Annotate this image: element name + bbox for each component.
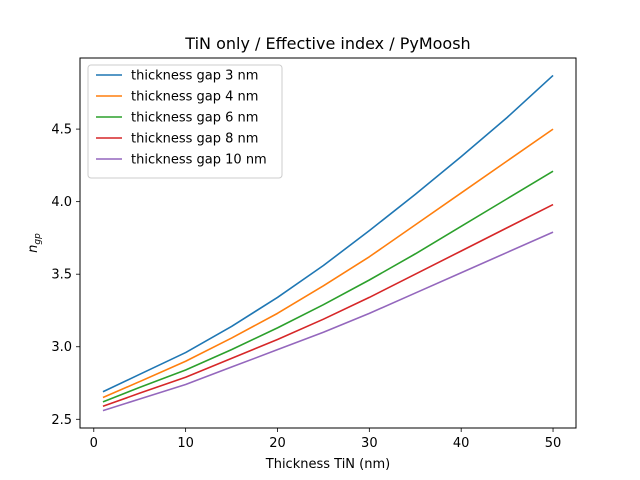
legend-frame	[87, 64, 283, 179]
series-line-5	[102, 231, 554, 412]
legend-label-4: thickness gap 8 nm	[131, 132, 258, 147]
y-axis-label-subscript: gp	[33, 233, 43, 245]
y-tick-label: 4.0	[51, 195, 72, 210]
y-axis: 2.5 3.0 3.5 4.0 4.5	[51, 123, 80, 428]
y-tick-label: 4.5	[51, 123, 72, 138]
legend: thickness gap 3 nm thickness gap 4 nm thic…	[87, 64, 283, 179]
legend-label-3: thickness gap 6 nm	[131, 111, 258, 126]
y-tick-label: 3.0	[51, 340, 72, 355]
x-tick-label: 40	[453, 436, 470, 451]
series-line-1	[102, 74, 554, 393]
legend-label-2: thickness gap 4 nm	[131, 90, 258, 105]
x-axis-label: Thickness TiN (nm)	[265, 457, 390, 472]
legend-label-1: thickness gap 3 nm	[131, 69, 258, 84]
plot-area	[79, 57, 577, 429]
y-tick-label: 2.5	[51, 413, 72, 428]
y-axis-label: ngp	[26, 233, 43, 253]
x-tick-label: 30	[361, 436, 378, 451]
legend-label-5: thickness gap 10 nm	[131, 153, 267, 168]
y-axis-label-main: n	[26, 245, 41, 253]
x-tick-label: 20	[269, 436, 286, 451]
x-tick-label: 0	[90, 436, 98, 451]
y-tick-label: 3.5	[51, 268, 72, 283]
x-axis: 0 10 20 30 40 50	[90, 428, 562, 451]
axes-frame	[79, 57, 577, 429]
series-group	[102, 74, 554, 412]
x-tick-label: 50	[545, 436, 562, 451]
series-line-2	[102, 128, 554, 399]
series-line-3	[102, 170, 554, 403]
x-tick-label: 10	[177, 436, 194, 451]
chart-title: TiN only / Effective index / PyMoosh	[184, 34, 470, 53]
series-line-4	[102, 203, 554, 407]
